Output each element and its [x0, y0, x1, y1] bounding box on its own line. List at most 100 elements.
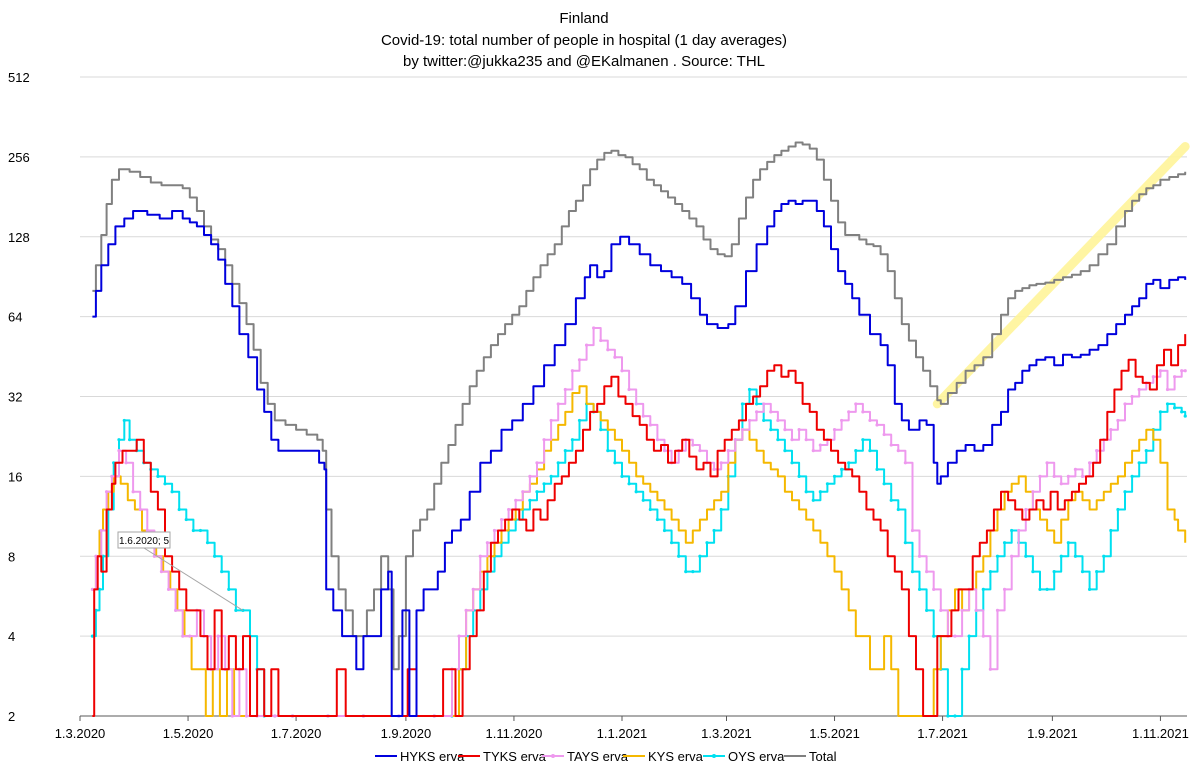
series-point [698, 449, 702, 453]
series-point [485, 541, 489, 545]
series-point [514, 498, 518, 502]
series-point [230, 714, 234, 718]
series-point [556, 402, 560, 406]
series-point [188, 634, 192, 638]
series-point [946, 714, 950, 718]
x-tick-label: 1.9.2021 [1027, 726, 1078, 741]
series-point [1116, 507, 1120, 512]
annotation-leader [143, 547, 244, 611]
series-point [549, 474, 553, 478]
series-point [804, 490, 808, 494]
series-point [499, 517, 504, 522]
series-point [903, 541, 907, 545]
series-point [492, 528, 497, 533]
series-point [131, 490, 135, 494]
series-point [925, 570, 929, 574]
series-point [584, 343, 589, 347]
series-point [563, 449, 567, 453]
series-point [783, 449, 787, 453]
series-point [818, 490, 822, 494]
series-point [712, 528, 716, 533]
series-point [205, 541, 210, 545]
series-point [1137, 387, 1141, 392]
series-point [159, 570, 164, 574]
series-point [655, 517, 660, 522]
series-point [832, 474, 837, 478]
series-point [478, 554, 482, 558]
series-point [528, 498, 532, 502]
y-tick-label: 16 [8, 469, 22, 484]
series-point [535, 461, 539, 465]
series-point [889, 443, 893, 447]
series-point [889, 498, 893, 502]
series-point [896, 507, 900, 512]
x-tick-label: 1.5.2021 [809, 726, 860, 741]
series-point [1045, 587, 1049, 592]
y-tick-label: 32 [8, 390, 22, 405]
legend-item: TAYS erva [542, 749, 629, 764]
series-point [507, 507, 511, 512]
series-point [1010, 554, 1014, 558]
series-point [1059, 482, 1063, 486]
series-point [981, 587, 985, 592]
series-point [840, 467, 844, 471]
series-point [868, 449, 872, 453]
series-point [797, 428, 801, 432]
series-point [1080, 570, 1085, 574]
series-point [995, 608, 1000, 613]
chart-title-line-2: Covid-19: total number of people in hosp… [381, 32, 787, 49]
series-point [960, 667, 964, 671]
series-point [1066, 474, 1070, 478]
series-point [1102, 554, 1106, 558]
series-point [145, 528, 149, 533]
series-point [769, 410, 773, 414]
series-point [1087, 587, 1092, 592]
series-tyks-erva [92, 334, 1187, 717]
series-point [90, 587, 94, 592]
legend-item: HYKS erva [375, 749, 465, 764]
series-point [882, 432, 886, 437]
series-point [1038, 474, 1042, 478]
series-point [542, 482, 546, 486]
series-point [641, 498, 645, 502]
series-point [535, 490, 539, 494]
series-point [662, 528, 667, 533]
series-point [811, 449, 815, 453]
series-point [932, 587, 936, 592]
series-point [719, 461, 723, 465]
y-tick-label: 256 [8, 150, 30, 165]
series-point [691, 443, 695, 447]
series-point [825, 482, 830, 486]
series-point [677, 554, 681, 558]
series-point [220, 570, 224, 574]
series-point [832, 428, 837, 432]
series-point [606, 449, 610, 453]
series-point [754, 410, 759, 414]
series-point [181, 634, 185, 638]
series-point [719, 507, 723, 512]
series-point [1031, 490, 1035, 494]
series-point [1123, 490, 1127, 494]
legend-item: Total [784, 749, 837, 764]
series-point [1109, 428, 1113, 432]
series-point [1173, 406, 1177, 410]
series-point [613, 355, 617, 359]
series-point [1123, 402, 1127, 406]
series-point [818, 443, 822, 447]
chart-title: Finland Covid-19: total number of people… [381, 10, 787, 70]
series-point [861, 410, 865, 414]
series-point [790, 438, 794, 442]
series-point [613, 461, 617, 465]
series-line [92, 199, 1187, 717]
series-point [570, 438, 574, 442]
axes: 2 4 8 16 32 64 128 256 512 1.3.2020 1.5.2020 1.7.20… [8, 70, 1189, 741]
series-point [117, 449, 121, 453]
series-point [847, 410, 851, 414]
x-tick-label: 1.9.2020 [381, 726, 432, 741]
series-point [1173, 375, 1177, 379]
series-point [1095, 449, 1099, 453]
series-line [92, 385, 1187, 717]
series-point [1059, 554, 1063, 558]
series-point [99, 528, 103, 533]
